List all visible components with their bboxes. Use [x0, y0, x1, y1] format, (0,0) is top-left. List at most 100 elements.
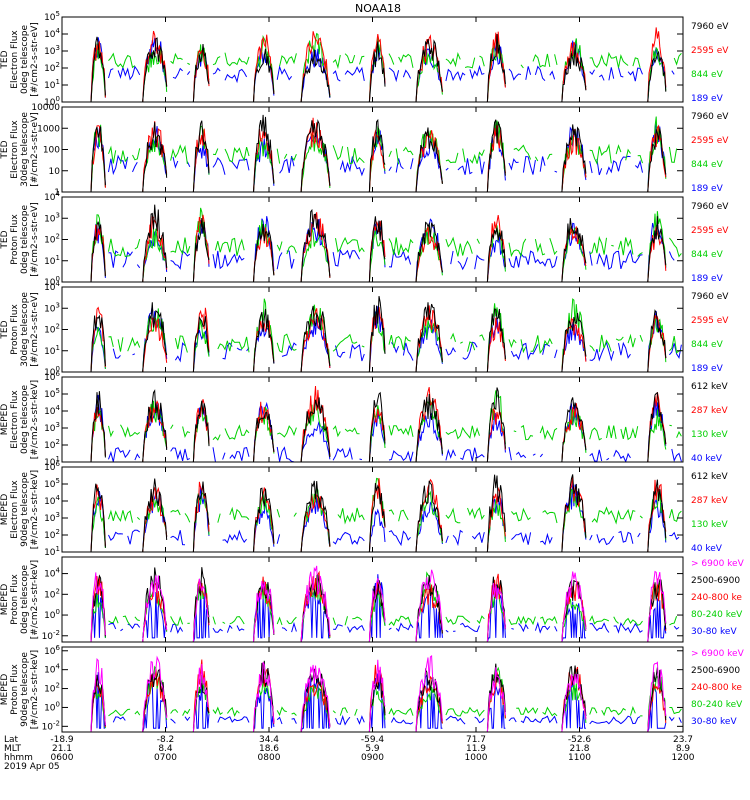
- y-tick-label: 1000: [37, 124, 60, 134]
- legend-entry: 189 eV: [691, 184, 724, 194]
- legend-entry: 2595 eV: [691, 136, 729, 146]
- series-blue: [91, 37, 679, 102]
- legend-entry: 2595 eV: [691, 226, 729, 236]
- y-tick-label: 102: [44, 61, 60, 74]
- legend-entry: 7960 eV: [691, 292, 729, 302]
- legend-entry: 287 keV: [691, 406, 728, 416]
- series-black: [90, 204, 667, 282]
- legend-entry: 189 eV: [691, 364, 724, 374]
- legend-entry: 844 eV: [691, 250, 724, 260]
- series-green: [90, 207, 682, 282]
- y-tick-label: 103: [44, 301, 60, 314]
- legend-entry: 189 eV: [691, 94, 724, 104]
- series-red: [90, 385, 667, 462]
- x-tick-label-lat: -8.2: [157, 735, 175, 745]
- legend-entry: 2500-6900: [691, 576, 740, 586]
- legend-entry: 240-800 ke: [691, 683, 742, 693]
- y-axis-label: TEDElectron Flux0deg telescope[#/cm2-s-s…: [0, 22, 40, 97]
- series-blue: [90, 672, 682, 732]
- y-tick-label: 102: [44, 233, 60, 246]
- legend-entry: > 6900 keV: [691, 559, 745, 569]
- x-tick-label-mlt: 21.8: [569, 744, 589, 754]
- x-tick-label-hhmm: 1000: [465, 753, 488, 763]
- y-tick-label: 10000: [31, 103, 60, 113]
- series-black: [90, 387, 667, 462]
- legend-entry: 130 keV: [691, 520, 728, 530]
- y-tick-label: 105: [44, 10, 60, 23]
- x-tick-label-mlt: 18.6: [259, 744, 279, 754]
- y-tick-label: 10: [49, 167, 61, 177]
- y-tick-label: 104: [44, 494, 60, 507]
- legend-entry: 844 eV: [691, 70, 724, 80]
- y-axis-label: MEPEDElectron Flux0deg telescope[#/cm2-s…: [0, 380, 40, 459]
- x-tick-label-mlt: 5.9: [365, 744, 380, 754]
- legend-entry: 7960 eV: [691, 202, 729, 212]
- y-tick-label: 102: [44, 682, 60, 695]
- series-green: [90, 390, 682, 462]
- y-tick-label: 104: [44, 27, 60, 40]
- y-tick-label: 104: [44, 190, 60, 203]
- y-tick-label: 102: [44, 438, 60, 451]
- legend-entry: 130 keV: [691, 430, 728, 440]
- x-tick-label-lat: 34.4: [259, 735, 279, 745]
- y-axis-label: TEDProton Flux30deg telescope[#/cm2-s-st…: [0, 292, 40, 367]
- x-row-label: hhmm: [4, 753, 33, 763]
- x-tick-label-hhmm: 0900: [361, 753, 384, 763]
- y-tick-label: 104: [44, 663, 60, 676]
- traces: [90, 474, 682, 552]
- series-blue: [90, 394, 682, 462]
- x-tick-label-hhmm: 1200: [672, 753, 695, 763]
- legend-entry: 612 keV: [691, 382, 728, 392]
- y-tick-label: 102: [44, 587, 60, 600]
- series-green: [91, 117, 681, 193]
- series-green: [90, 477, 682, 552]
- y-tick-label: 105: [44, 387, 60, 400]
- y-tick-label: 100: [43, 146, 60, 156]
- y-tick-label: 103: [44, 211, 60, 224]
- y-axis-label: MEPEDProton Flux0deg telescope[#/cm2-s-s…: [0, 560, 40, 639]
- x-tick-label-hhmm: 0800: [258, 753, 281, 763]
- series-green: [90, 298, 682, 372]
- legend-entry: 30-80 keV: [691, 627, 737, 637]
- x-tick-label-hhmm: 0600: [51, 753, 74, 763]
- series-red: [90, 27, 667, 102]
- y-tick-label: 105: [44, 477, 60, 490]
- legend-entry: 844 eV: [691, 160, 724, 170]
- series-blue: [90, 481, 680, 552]
- traces: [90, 655, 682, 732]
- legend-entry: 80-240 keV: [691, 610, 743, 620]
- y-tick-label: 1: [54, 188, 60, 198]
- legend-entry: 7960 eV: [691, 112, 729, 122]
- legend-entry: 30-80 keV: [691, 717, 737, 727]
- x-tick-label-lat: 71.7: [466, 735, 486, 745]
- y-tick-label: 101: [44, 344, 60, 357]
- y-axis-label: MEPEDElectron Flux90deg telescope[#/cm2-…: [0, 470, 40, 549]
- legend-entry: 7960 eV: [691, 22, 729, 32]
- y-tick-label: 100: [44, 700, 60, 713]
- traces: [91, 115, 681, 192]
- panel-meped-p-90: 10-2 100 102 104 106 MEPEDProton Flux90deg te…: [0, 644, 745, 733]
- y-tick-label: 104: [44, 404, 60, 417]
- y-tick-label: 100: [44, 608, 60, 621]
- traces: [90, 296, 682, 372]
- series-magenta: [90, 655, 667, 732]
- x-tick-label-mlt: 8.4: [158, 744, 173, 754]
- y-tick-label: 10-2: [42, 719, 60, 732]
- legend-entry: 40 keV: [691, 454, 723, 464]
- y-tick-label: 10-2: [42, 629, 60, 642]
- series-magenta: [90, 565, 667, 642]
- x-tick-label-mlt: 8.9: [676, 744, 691, 754]
- y-tick-label: 102: [44, 528, 60, 541]
- y-tick-label: 102: [44, 323, 60, 336]
- y-axis-label: MEPEDProton Flux90deg telescope[#/cm2-s-…: [0, 650, 40, 729]
- x-tick-label-mlt: 21.1: [52, 744, 72, 754]
- y-axis-label: TEDElectron Flux30deg telescope[#/cm2-s-…: [0, 112, 40, 187]
- y-axis-label: TEDProton Flux0deg telescope[#/cm2-s-str…: [0, 202, 40, 277]
- x-row-label: MLT: [4, 744, 22, 754]
